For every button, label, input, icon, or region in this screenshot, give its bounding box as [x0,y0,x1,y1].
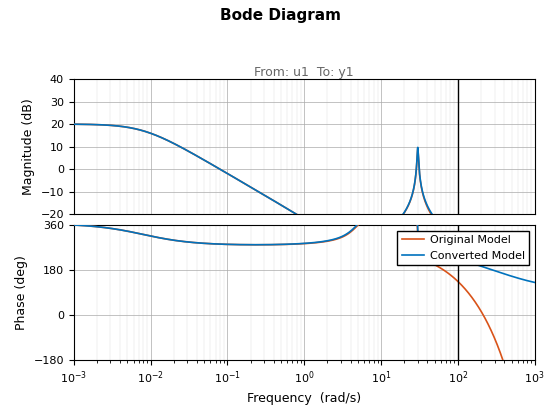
Y-axis label: Magnitude (dB): Magnitude (dB) [22,98,35,195]
Text: Bode Diagram: Bode Diagram [220,8,340,24]
X-axis label: Frequency  (rad/s): Frequency (rad/s) [247,392,361,405]
Legend: Original Model, Converted Model: Original Model, Converted Model [398,231,529,265]
Y-axis label: Phase (deg): Phase (deg) [15,255,28,330]
Title: From: u1  To: y1: From: u1 To: y1 [254,66,354,79]
